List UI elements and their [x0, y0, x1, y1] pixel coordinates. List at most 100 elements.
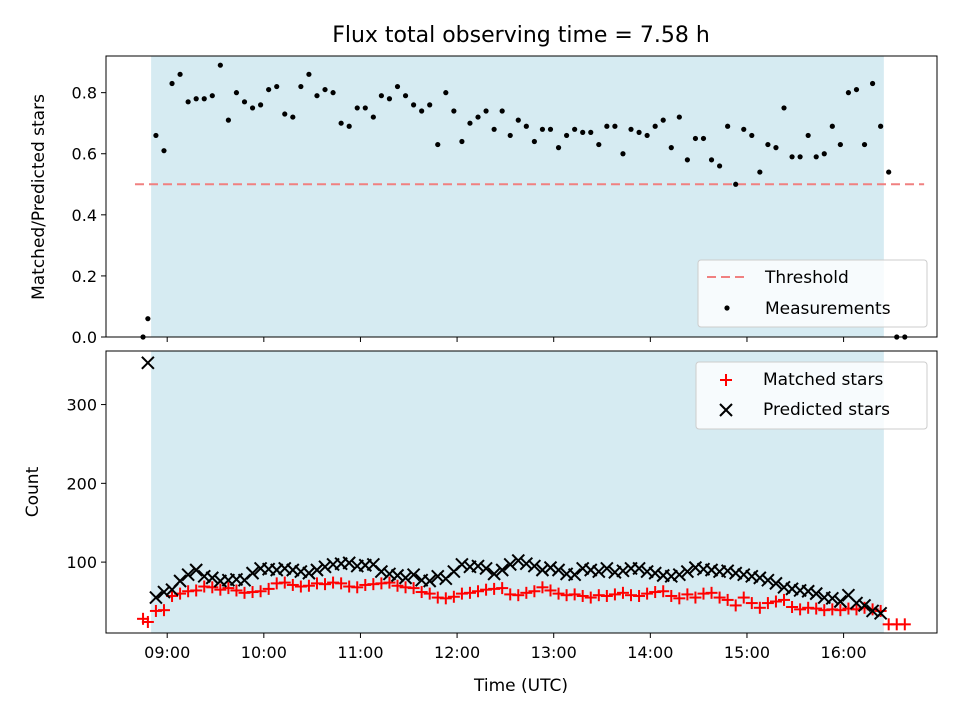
matched-star-marker	[761, 597, 774, 610]
matched-star-marker	[222, 582, 235, 595]
marker-stroke	[422, 574, 437, 588]
y-tick-label: 100	[66, 553, 97, 572]
marker-stroke	[181, 568, 195, 582]
marker-stroke	[575, 561, 590, 576]
marker-stroke	[149, 590, 163, 605]
measurement-point	[330, 90, 336, 96]
measurement-point	[410, 102, 417, 108]
matched-star-marker	[834, 604, 847, 617]
chart-title: Flux total observing time = 7.58 h	[332, 23, 710, 48]
measurement-point	[491, 126, 497, 132]
predicted-star-marker	[608, 565, 622, 580]
marker-stroke	[406, 568, 421, 582]
measurement-point	[612, 123, 618, 129]
marker-stroke	[382, 567, 397, 581]
legend: Threshold Measurements	[697, 259, 928, 328]
predicted-star-marker	[865, 604, 880, 618]
y-tick-label: 0.2	[72, 267, 97, 286]
predicted-star-marker	[398, 571, 413, 585]
predicted-star-marker	[471, 559, 485, 573]
matched-star-marker	[391, 579, 404, 592]
matched-star-marker	[351, 581, 364, 594]
y-tick-label: 0.4	[72, 206, 97, 225]
y-tick-label: 300	[66, 396, 97, 415]
marker-stroke	[431, 569, 445, 583]
predicted-star-marker	[825, 591, 840, 606]
measurement-point	[652, 123, 658, 129]
matched-star-marker	[745, 597, 758, 610]
marker-stroke	[704, 563, 719, 577]
matched-star-marker	[472, 585, 485, 598]
predicted-star-marker	[310, 563, 324, 577]
legend-threshold-label: Threshold	[764, 268, 849, 288]
predicted-star-marker	[745, 569, 759, 583]
x-tick-label: 13:00	[531, 643, 577, 662]
y-tick-label: 0.0	[72, 328, 97, 347]
marker-stroke	[688, 560, 703, 575]
measurement-point	[225, 117, 231, 123]
marker-stroke	[189, 563, 203, 577]
measurement-point	[708, 157, 715, 163]
marker-stroke	[584, 563, 598, 577]
legend-predicted-swatch	[719, 403, 733, 417]
measurement-point	[169, 80, 175, 87]
x-tick-label: 11:00	[337, 643, 383, 662]
measurement-point	[596, 141, 602, 148]
marker-stroke	[374, 564, 389, 579]
marker-stroke	[366, 557, 381, 572]
matched-star-marker	[415, 586, 428, 599]
measurement-point	[644, 132, 650, 139]
marker-stroke	[519, 556, 534, 571]
marker-stroke	[600, 561, 614, 576]
matched-star-marker	[608, 588, 621, 601]
matched-star-marker	[254, 585, 267, 598]
matched-star-marker	[302, 579, 315, 592]
measurement-point	[773, 145, 779, 151]
predicted-star-marker	[680, 564, 695, 579]
measurement-point	[797, 154, 803, 160]
measurement-point	[241, 99, 248, 105]
predicted-star-marker	[769, 576, 783, 591]
measurement-point	[886, 169, 892, 175]
measurement-point	[354, 105, 360, 111]
marker-stroke	[310, 563, 324, 577]
predicted-star-marker	[382, 567, 397, 581]
marker-stroke	[745, 569, 759, 583]
matched-star-marker	[423, 587, 436, 600]
predicted-star-marker	[157, 585, 171, 599]
measurement-point	[346, 123, 352, 129]
measurement-point	[467, 120, 473, 126]
measurement-point	[700, 135, 707, 142]
predicted-star-marker	[688, 560, 703, 575]
predicted-star-marker	[431, 569, 445, 583]
measurement-point	[362, 105, 368, 111]
measurement-point	[781, 105, 787, 111]
marker-stroke	[777, 580, 791, 595]
marker-stroke	[390, 568, 405, 583]
y-tick-label: 0.6	[72, 145, 97, 164]
marker-stroke	[761, 573, 775, 587]
measurement-point	[282, 111, 288, 117]
legend-predicted-label: Predicted stars	[763, 400, 890, 420]
measurement-point	[443, 90, 449, 96]
matched-star-marker	[584, 591, 597, 604]
measurement-point	[555, 145, 562, 151]
measurement-point	[386, 96, 393, 102]
matched-star-marker	[512, 589, 525, 602]
measurement-point	[338, 120, 344, 126]
matched-star-marker	[286, 578, 299, 591]
y-axis-label: Count	[23, 466, 43, 517]
matched-star-marker	[729, 599, 742, 612]
legend-matched-label: Matched stars	[763, 370, 883, 390]
predicted-star-marker	[535, 563, 550, 577]
measurement-point	[201, 96, 207, 102]
matched-star-marker	[568, 588, 581, 601]
marker-stroke	[157, 585, 171, 599]
x-tick-label: 14:00	[627, 643, 673, 662]
matched-star-marker	[898, 618, 911, 631]
predicted-star-marker	[640, 564, 654, 579]
x-axis-ticks	[166, 337, 845, 342]
measurement-point	[209, 93, 215, 99]
predicted-star-marker	[600, 561, 614, 576]
matched-star-marker	[536, 581, 549, 594]
